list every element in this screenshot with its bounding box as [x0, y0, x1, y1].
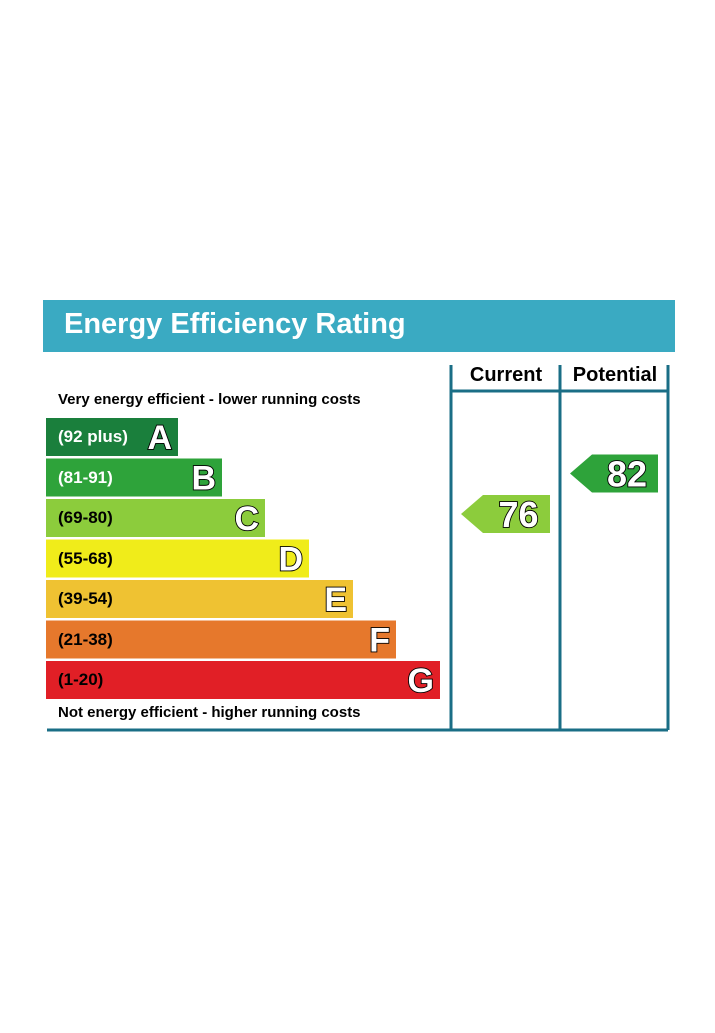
potential-rating-value: 82: [607, 454, 647, 495]
current-rating-value: 76: [498, 494, 538, 535]
band-bar-b: [46, 458, 222, 497]
band-range-f: (21-38): [58, 629, 113, 649]
chart-header: Energy Efficiency Rating: [43, 300, 675, 352]
band-bar-e: [46, 580, 353, 618]
column-header-current: Current: [469, 364, 543, 386]
band-letter-a: A: [147, 419, 172, 457]
band-letter-b: B: [191, 460, 216, 498]
chart-title: Energy Efficiency Rating: [64, 308, 406, 340]
band-letter-c: C: [234, 500, 259, 538]
band-range-d: (55-68): [58, 548, 113, 568]
band-letter-e: E: [324, 581, 347, 619]
band-letter-d: D: [278, 541, 303, 579]
top-note: Very energy efficient - lower running co…: [58, 391, 361, 408]
band-range-g: (1-20): [58, 670, 104, 689]
band-bar-f: [46, 620, 396, 659]
potential-rating-arrow: [570, 454, 658, 493]
band-range-c: (69-80): [58, 508, 113, 527]
band-letter-f: F: [369, 622, 390, 660]
current-rating-arrow: [461, 495, 550, 533]
band-letter-g: G: [408, 662, 434, 700]
bottom-note: Not energy efficient - higher running co…: [58, 704, 361, 721]
band-range-e: (39-54): [58, 589, 113, 608]
band-bar-c: [46, 499, 265, 537]
column-header-potential: Potential: [572, 364, 658, 386]
band-bar-d: [46, 539, 309, 578]
band-bar-a: [46, 418, 178, 456]
band-bar-g: [46, 661, 440, 699]
band-range-a: (92 plus): [58, 427, 128, 446]
band-range-b: (81-91): [58, 467, 113, 487]
